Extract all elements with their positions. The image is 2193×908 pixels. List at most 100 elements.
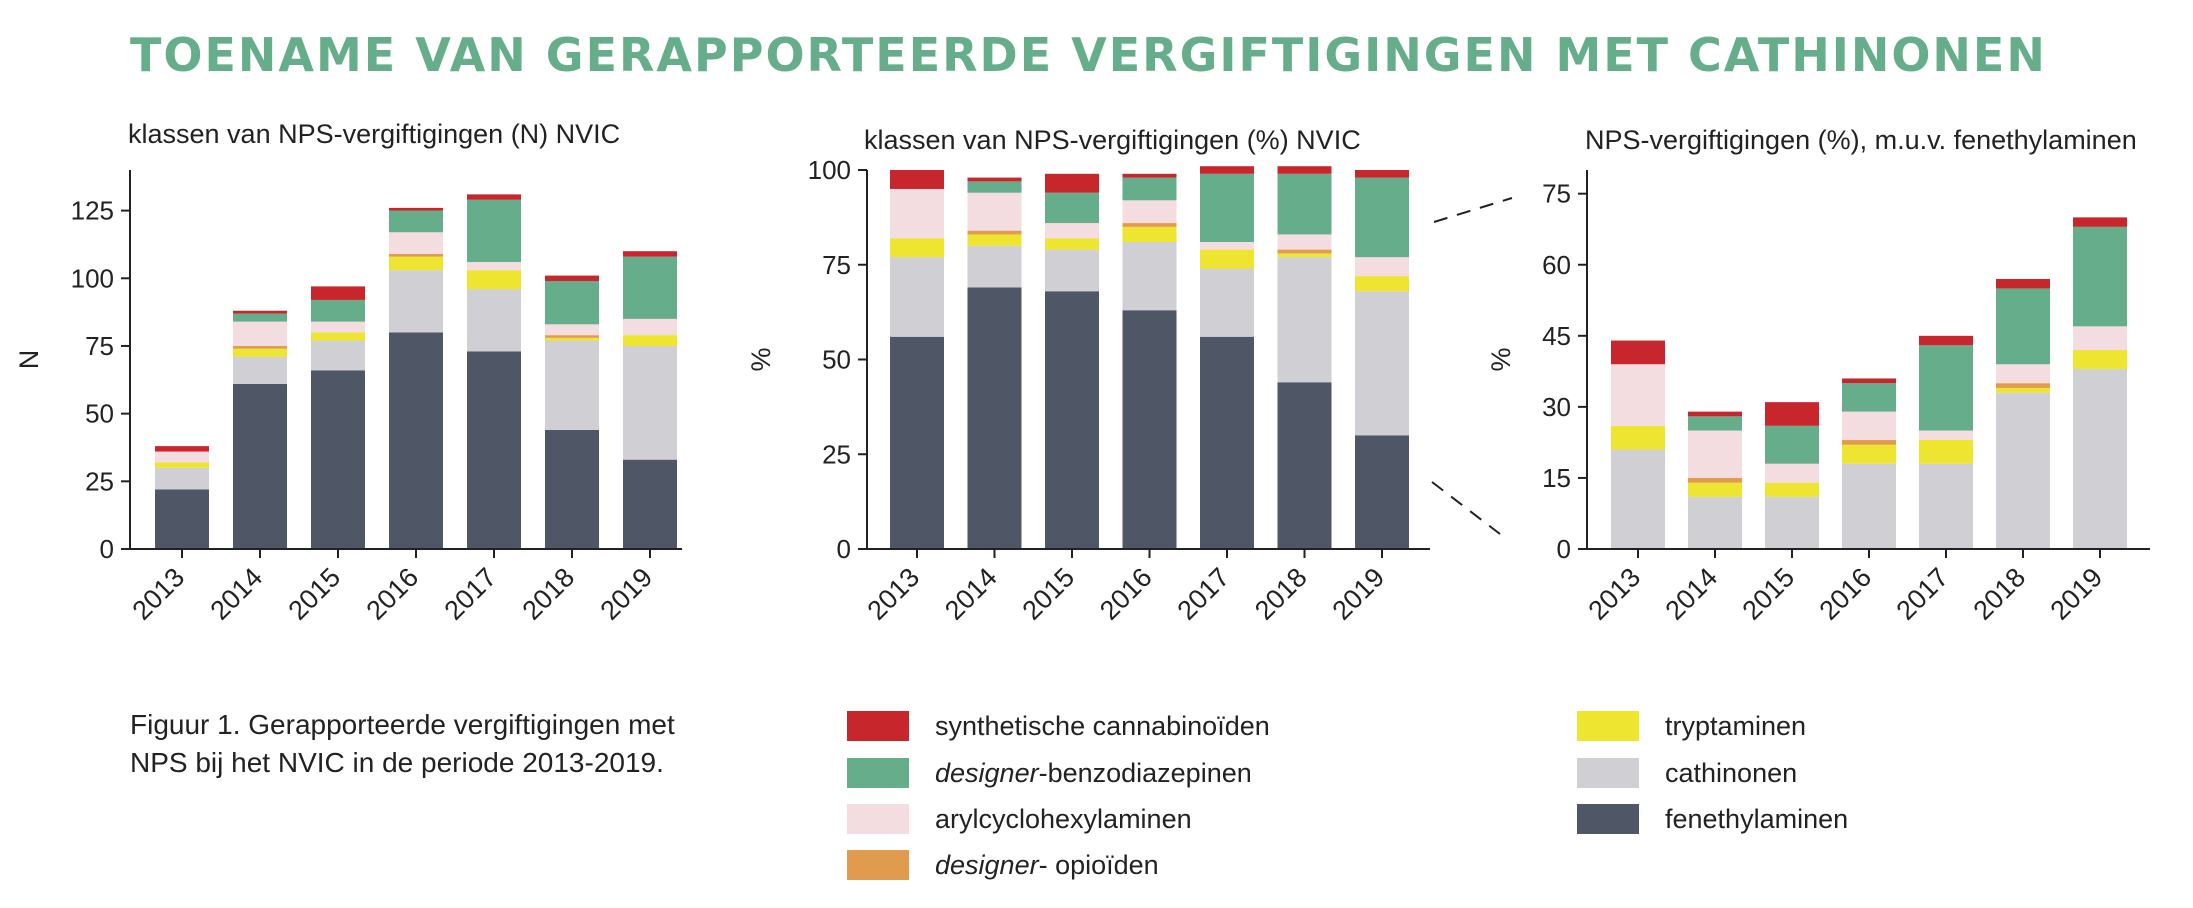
bar-segment-benzodiazepinen-2019 <box>1355 177 1409 258</box>
bar-segment-tryptaminen-2015 <box>311 332 365 341</box>
bar-segment-tryptaminen-2019 <box>2073 350 2127 369</box>
bar-segment-cannabinoiden-2015 <box>1045 173 1099 193</box>
bar-segment-arylcyclohexylaminen-2017 <box>467 262 521 271</box>
main-title: TOENAME VAN GERAPPORTEERDE VERGIFTIGINGE… <box>130 28 2047 82</box>
bar-segment-arylcyclohexylaminen-2016 <box>389 232 443 254</box>
bar-segment-cannabinoiden-2014 <box>967 177 1022 182</box>
y-axis-label: N <box>14 350 44 370</box>
bar-segment-opioiden-2018 <box>1277 249 1332 254</box>
legend-swatch-benzodiazepinen <box>847 758 909 788</box>
bar-segment-tryptaminen-2013 <box>890 238 944 258</box>
chart-panel-1: klassen van NPS-vergiftigingen (N) NVIC N… <box>14 119 682 626</box>
bar-segment-cathinonen-2018 <box>545 340 599 430</box>
bar-segment-opioiden-2018 <box>1996 383 2050 388</box>
x-tick-label: 2019 <box>595 562 659 626</box>
x-tick-label: 2013 <box>1583 562 1647 626</box>
bar-segment-arylcyclohexylaminen-2019 <box>1355 257 1409 277</box>
legend-item-benzodiazepinen: designer-benzodiazepinen <box>847 757 1252 789</box>
bar-segment-arylcyclohexylaminen-2013 <box>890 188 944 239</box>
x-tick-label: 2014 <box>205 562 269 626</box>
bar-segment-tryptaminen-2013 <box>1611 425 1665 450</box>
y-tick-label: 0 <box>1557 534 1571 564</box>
y-tick-label: 30 <box>1542 392 1571 422</box>
bar-segment-arylcyclohexylaminen-2017 <box>1919 430 1973 441</box>
legend-swatch-tryptaminen <box>1577 711 1639 741</box>
bar-segment-benzodiazepinen-2015 <box>1765 425 1819 464</box>
y-tick-label: 0 <box>837 534 851 564</box>
x-tick-label: 2013 <box>862 562 926 626</box>
bar-segment-benzodiazepinen-2015 <box>1045 192 1099 224</box>
x-tick-label: 2018 <box>1968 562 2032 626</box>
caption-line-2: NPS bij het NVIC in de periode 2013-2019… <box>130 747 664 778</box>
legend-label-cathinonen: cathinonen <box>1665 757 1798 788</box>
bar-segment-tryptaminen-2014 <box>967 234 1022 246</box>
bar-segment-tryptaminen-2016 <box>1122 226 1177 243</box>
y-tick-label: 75 <box>822 250 851 280</box>
y-tick-label: 50 <box>822 345 851 375</box>
bar-segment-cannabinoiden-2017 <box>1919 335 1973 346</box>
chart-title: klassen van NPS-vergiftigingen (N) NVIC <box>128 119 620 149</box>
bar-segment-arylcyclohexylaminen-2017 <box>1200 242 1254 250</box>
bar-segment-arylcyclohexylaminen-2016 <box>1122 200 1177 224</box>
y-tick-label: 45 <box>1542 321 1571 351</box>
bar-segment-cannabinoiden-2019 <box>1355 170 1409 178</box>
bar-segment-cathinonen-2014 <box>967 245 1022 288</box>
bar-segment-cannabinoiden-2014 <box>1688 411 1742 417</box>
bar-segment-fenethylaminen-2013 <box>890 336 944 549</box>
bar-segment-cannabinoiden-2018 <box>545 275 599 281</box>
x-tick-label: 2019 <box>2045 562 2109 626</box>
bar-segment-tryptaminen-2014 <box>1688 482 1742 497</box>
legend-item-cannabinoiden: synthetische cannabinoïden <box>847 710 1270 742</box>
bar-segment-cathinonen-2013 <box>1611 449 1665 549</box>
legend-item-cathinonen: cathinonen <box>1577 757 1797 789</box>
y-axis-label: % <box>1486 347 1516 371</box>
bar-segment-cathinonen-2019 <box>2073 368 2127 549</box>
bar-segment-benzodiazepinen-2018 <box>545 280 599 325</box>
bar-segment-tryptaminen-2019 <box>1355 276 1409 292</box>
bar-segment-tryptaminen-2014 <box>233 348 287 357</box>
bar-segment-fenethylaminen-2015 <box>1045 291 1099 549</box>
bar-segment-fenethylaminen-2014 <box>233 383 287 549</box>
bar-segment-tryptaminen-2016 <box>1842 444 1896 464</box>
x-tick-label: 2017 <box>1891 562 1955 626</box>
y-axis-label: % <box>746 347 776 371</box>
bar-segment-fenethylaminen-2019 <box>623 459 677 549</box>
legend-label-cannabinoiden: synthetische cannabinoïden <box>935 710 1270 741</box>
chart-panel-3: NPS-vergiftigingen (%), m.u.v. fenethyla… <box>1486 125 2150 626</box>
bar-segment-opioiden-2014 <box>967 230 1022 235</box>
bar-segment-benzodiazepinen-2016 <box>389 210 443 233</box>
bar-segment-cannabinoiden-2014 <box>233 310 287 314</box>
bar-segment-opioiden-2014 <box>1688 477 1742 483</box>
bar-segment-cathinonen-2013 <box>155 467 209 490</box>
y-tick-label: 0 <box>100 534 114 564</box>
bar-segment-cannabinoiden-2015 <box>311 286 365 300</box>
zoom-connector-bottom <box>1431 481 1501 535</box>
bar-segment-cathinonen-2014 <box>233 356 287 384</box>
y-tick-label: 100 <box>808 155 851 185</box>
bar-segment-benzodiazepinen-2019 <box>2073 226 2127 327</box>
legend-item-arylcyclohexylaminen: arylcyclohexylaminen <box>847 803 1192 835</box>
bar-segment-tryptaminen-2018 <box>1996 387 2050 393</box>
bar-segment-cathinonen-2015 <box>1045 249 1099 292</box>
bar-segment-tryptaminen-2015 <box>1765 482 1819 497</box>
bar-segment-cannabinoiden-2016 <box>1122 173 1177 178</box>
chart-title: NPS-vergiftigingen (%), m.u.v. fenethyla… <box>1585 125 2137 155</box>
bar-segment-cannabinoiden-2019 <box>623 251 677 257</box>
y-tick-label: 15 <box>1542 463 1571 493</box>
bar-segment-arylcyclohexylaminen-2019 <box>623 318 677 336</box>
bar-segment-fenethylaminen-2016 <box>389 332 443 549</box>
bar-segment-opioiden-2016 <box>1122 223 1177 227</box>
bar-segment-tryptaminen-2017 <box>1919 440 1973 464</box>
bar-segment-benzodiazepinen-2016 <box>1122 177 1177 201</box>
x-tick-label: 2014 <box>939 562 1003 626</box>
bar-segment-fenethylaminen-2016 <box>1122 310 1177 549</box>
bar-segment-benzodiazepinen-2019 <box>623 256 677 319</box>
bar-segment-arylcyclohexylaminen-2019 <box>2073 326 2127 351</box>
bar-segment-benzodiazepinen-2014 <box>233 313 287 322</box>
legend-swatch-cannabinoiden <box>847 711 909 741</box>
bar-segment-cathinonen-2015 <box>1765 496 1819 549</box>
bar-segment-cannabinoiden-2017 <box>1200 166 1254 174</box>
bar-segment-cathinonen-2018 <box>1277 257 1332 383</box>
x-tick-label: 2015 <box>283 562 347 626</box>
